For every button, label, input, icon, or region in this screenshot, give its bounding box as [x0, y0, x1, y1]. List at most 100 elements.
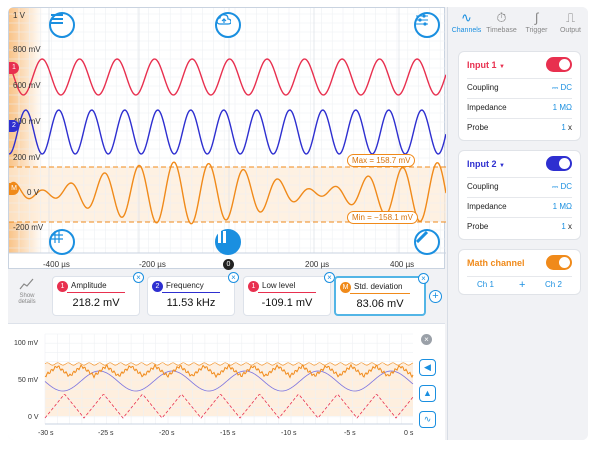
input-2-card: Input 2 ▼ Coupling ⎓ DC Impedance 1 MΩ Pro… [458, 150, 581, 240]
pause-icon [218, 231, 226, 243]
tab-output[interactable]: ⎍ Output [554, 9, 587, 34]
x-tick-label: -400 µs [43, 260, 70, 269]
trigger-edge-icon: ∫ [534, 10, 539, 25]
x-tick-label: 400 µs [390, 260, 415, 269]
ruler-icon [416, 231, 428, 243]
chevron-down-icon: ▼ [499, 64, 505, 70]
probe-value-text: 1 [561, 222, 566, 231]
probe-unit: x [568, 123, 572, 132]
y-tick-label: 0 V [27, 188, 40, 197]
pause-button[interactable] [215, 229, 241, 255]
grid-toggle-button[interactable] [49, 229, 75, 255]
tab-channels[interactable]: ∿ Channels [450, 9, 483, 34]
measurement-name: Low level [262, 281, 296, 290]
impedance-value: 1 MΩ [552, 202, 572, 211]
channel-2-marker[interactable]: 2 [9, 120, 19, 132]
row-label: Impedance [467, 202, 507, 211]
math-operand-1[interactable]: Ch 1 [477, 280, 494, 289]
measurements-bar: Show details 1 Amplitude 218.2 mV × 2 Fr… [8, 271, 445, 321]
trend-icon [19, 278, 34, 290]
settings-toggle-button[interactable] [414, 12, 440, 38]
close-trend-button[interactable]: × [421, 334, 432, 345]
sine-wave-icon: ∿ [461, 10, 472, 25]
coupling-value-text: DC [560, 83, 572, 92]
row-label: Probe [467, 123, 489, 132]
settings-panel: ∿ Channels ⏱ Timebase ∫ Trigger ⎍ Output… [447, 7, 588, 440]
channel-badge: 1 [248, 281, 259, 292]
y-tick-label: 0 V [28, 414, 39, 421]
probe-row[interactable]: Probe 1 x [467, 217, 572, 235]
x-tick-label: 0 s [404, 430, 414, 437]
row-label: Impedance [467, 103, 507, 112]
measurement-card[interactable]: 1 Low level -109.1 mV × [243, 272, 335, 316]
y-tick-label: 1 V [13, 11, 26, 20]
channel-1-marker[interactable]: 1 [9, 62, 19, 74]
menu-icon [51, 14, 63, 24]
toggle-knob [559, 158, 570, 169]
y-tick-label: 50 mV [18, 377, 39, 384]
impedance-row[interactable]: Impedance 1 MΩ [467, 98, 572, 116]
math-channel-marker[interactable]: M [9, 183, 19, 195]
color-underline [67, 292, 125, 293]
card-title-text: Input 1 [467, 60, 497, 70]
chevron-down-icon: ▼ [499, 163, 505, 169]
measurement-card[interactable]: 2 Frequency 11.53 kHz × [147, 272, 239, 316]
input-1-toggle[interactable] [546, 57, 572, 72]
close-icon[interactable]: × [228, 272, 239, 283]
histogram-button[interactable]: ▲ [419, 385, 436, 402]
min-cursor-label[interactable]: Min = −158.1 mV [347, 211, 418, 224]
x-tick-label: -10 s [281, 430, 297, 437]
math-channel-toggle[interactable] [546, 255, 572, 270]
color-underline [162, 292, 220, 293]
probe-value: 1 x [561, 119, 572, 137]
menu-button[interactable] [49, 12, 75, 38]
y-tick-label: -200 mV [13, 223, 44, 232]
measurement-name: Frequency [166, 281, 204, 290]
waveform-button[interactable]: ∿ [419, 411, 436, 428]
add-measurement-button[interactable]: + [429, 290, 442, 303]
input-1-title[interactable]: Input 1 ▼ [467, 60, 505, 70]
impedance-value: 1 MΩ [552, 103, 572, 112]
close-icon[interactable]: × [133, 272, 144, 283]
scope-plot[interactable] [9, 8, 446, 270]
measurement-value: 83.06 mV [356, 298, 404, 310]
show-details-button[interactable]: Show details [12, 277, 42, 305]
panel-tabs: ∿ Channels ⏱ Timebase ∫ Trigger ⎍ Output [448, 7, 588, 41]
toggle-knob [559, 59, 570, 70]
input-2-toggle[interactable] [546, 156, 572, 171]
audio-button[interactable]: ◀ [419, 359, 436, 376]
impedance-row[interactable]: Impedance 1 MΩ [467, 197, 572, 215]
probe-unit: x [568, 222, 572, 231]
channel-2-trace [9, 109, 446, 155]
coupling-row[interactable]: Coupling ⎓ DC [467, 78, 572, 96]
coupling-row[interactable]: Coupling ⎓ DC [467, 177, 572, 195]
tab-label: Trigger [525, 27, 548, 34]
measurement-card[interactable]: 1 Amplitude 218.2 mV × [52, 272, 144, 316]
measurement-card-selected[interactable]: M Std. deviation 83.06 mV × [334, 273, 429, 316]
export-button[interactable] [215, 12, 241, 38]
tab-trigger[interactable]: ∫ Trigger [520, 9, 553, 34]
close-icon: × [424, 335, 429, 344]
color-underline [258, 292, 316, 293]
channel-badge: M [340, 282, 351, 293]
math-operand-2[interactable]: Ch 2 [545, 280, 562, 289]
probe-row[interactable]: Probe 1 x [467, 118, 572, 136]
trigger-time-marker[interactable]: 0 [223, 259, 234, 270]
measure-ruler-button[interactable] [414, 229, 440, 255]
trend-plot[interactable] [8, 324, 445, 440]
input-2-title[interactable]: Input 2 ▼ [467, 159, 505, 169]
probe-value: 1 x [561, 218, 572, 236]
tab-timebase[interactable]: ⏱ Timebase [485, 9, 518, 34]
y-tick-label: 400 mV [13, 117, 41, 126]
measurement-name: Std. deviation [354, 282, 403, 291]
trend-plot-panel[interactable]: 100 mV 50 mV 0 V -30 s -25 s -20 s -15 s… [8, 323, 445, 440]
max-cursor-label[interactable]: Max = 158.7 mV [347, 154, 416, 167]
math-operator[interactable]: + [519, 279, 526, 291]
scope-display[interactable]: 1 V 800 mV 600 mV 400 mV 200 mV 0 V -200… [8, 7, 446, 270]
grid-icon [51, 231, 63, 243]
histogram-icon: ▲ [423, 388, 432, 398]
close-icon[interactable]: × [418, 273, 429, 284]
channel-badge: 1 [57, 281, 68, 292]
y-tick-label: 600 mV [13, 81, 41, 90]
dc-icon: ⎓ [551, 182, 561, 191]
